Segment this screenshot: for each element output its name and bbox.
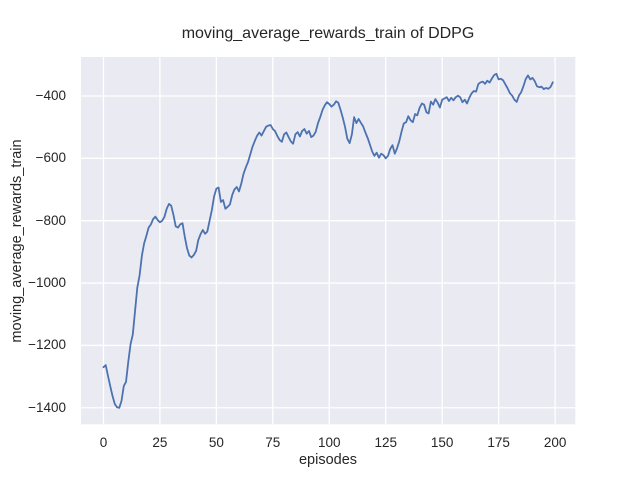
x-tick-label: 100 <box>318 435 341 450</box>
y-tick-label: −400 <box>35 87 66 103</box>
x-axis-label: episodes <box>298 452 358 468</box>
y-tick-label: −600 <box>35 150 66 166</box>
series-line-moving_average_rewards_train <box>102 72 554 409</box>
x-tick-label: 25 <box>152 435 168 450</box>
y-tick-label: −800 <box>35 212 66 228</box>
y-tick-label: −1000 <box>28 275 66 291</box>
x-tick-label: 75 <box>265 435 281 450</box>
x-tick-label: 50 <box>208 435 224 450</box>
y-tick-label: −1200 <box>28 337 66 353</box>
x-tick-label: 125 <box>374 435 397 450</box>
y-tick-label: −1400 <box>28 399 66 415</box>
x-tick-label: 0 <box>99 435 108 450</box>
x-tick-label: 175 <box>487 435 510 450</box>
y-axis-label: moving_average_rewards_train <box>9 139 25 343</box>
plot-area <box>81 57 576 425</box>
x-tick-label: 150 <box>430 435 454 450</box>
x-tick-label: 200 <box>543 435 567 450</box>
chart-title: moving_average_rewards_train of DDPG <box>181 25 475 42</box>
